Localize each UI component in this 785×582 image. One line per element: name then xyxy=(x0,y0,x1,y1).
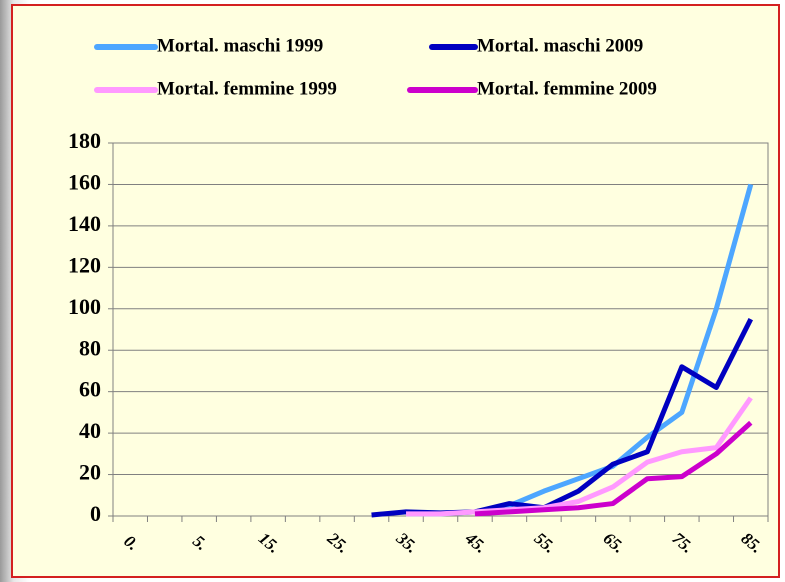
legend-label: Mortal. maschi 1999 xyxy=(157,35,323,56)
series-line xyxy=(474,420,753,517)
y-tick-label: 80 xyxy=(79,335,101,360)
y-tick-label: 100 xyxy=(68,294,101,319)
legend-label: Mortal. femmine 1999 xyxy=(157,78,337,99)
legend-label: Mortal. maschi 2009 xyxy=(477,35,643,56)
y-tick-label: 180 xyxy=(68,128,101,153)
y-tick-label: 140 xyxy=(68,211,101,236)
plot-area xyxy=(112,142,769,517)
y-tick-label: 40 xyxy=(79,418,101,443)
series-line xyxy=(406,396,753,517)
y-tick-label: 0 xyxy=(90,501,101,526)
y-tick-label: 60 xyxy=(79,377,101,402)
y-tick-label: 120 xyxy=(68,252,101,277)
legend-label: Mortal. femmine 2009 xyxy=(477,78,657,99)
y-tick-label: 20 xyxy=(79,460,101,485)
y-tick-label: 160 xyxy=(68,169,101,194)
